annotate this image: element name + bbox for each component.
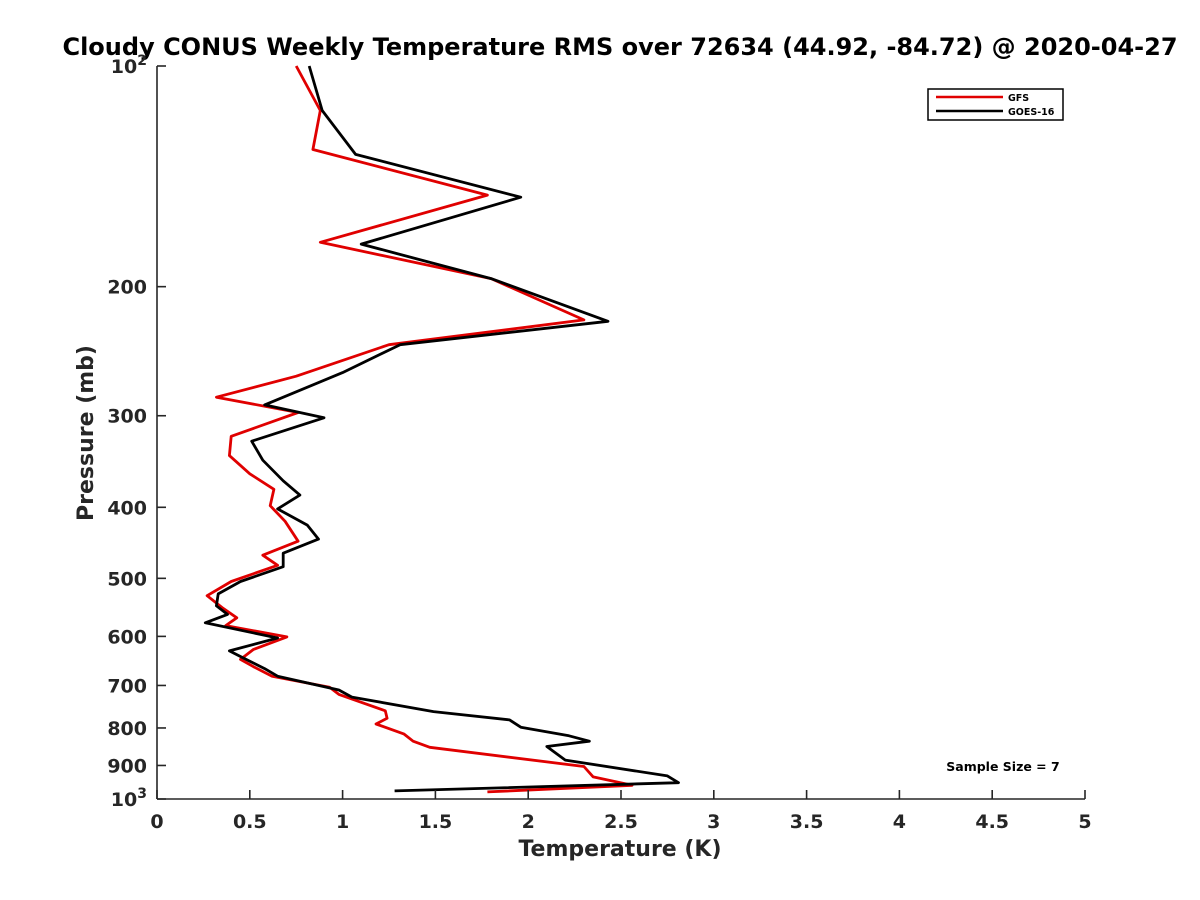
y-tick-label: 300 [107, 406, 147, 428]
sample-size-annotation: Sample Size = 7 [946, 759, 1059, 774]
x-tick-label: 3.5 [790, 811, 824, 833]
x-tick-label: 3 [707, 811, 720, 833]
chart-title: Cloudy CONUS Weekly Temperature RMS over… [62, 33, 1177, 61]
y-tick-label: 400 [107, 497, 147, 519]
y-axis-ticks: 102 200 300 400 500 600 700 800 900 103 [107, 53, 166, 811]
x-axis-label: Temperature (K) [518, 837, 721, 862]
axes [156, 66, 1085, 800]
legend-label-goes16: GOES-16 [1008, 107, 1055, 118]
x-tick-label: 4 [893, 811, 906, 833]
legend: GFS GOES-16 [927, 88, 1064, 121]
legend-label-gfs: GFS [1008, 93, 1029, 104]
legend-box [927, 88, 1064, 121]
series-line-goes16 [203, 65, 680, 793]
y-axis-label: Pressure (mb) [74, 345, 99, 521]
y-tick-label: 200 [107, 277, 147, 299]
x-tick-label: 2.5 [604, 811, 638, 833]
series-line-gfs [205, 65, 634, 794]
x-tick-label: 0 [150, 811, 163, 833]
y-tick-label: 900 [107, 755, 147, 777]
x-tick-label: 0.5 [233, 811, 267, 833]
y-tick-label: 500 [107, 568, 147, 590]
x-axis-ticks: 0 0.5 1 1.5 2 2.5 3 3.5 4 4.5 5 [150, 790, 1092, 833]
series-layer [203, 65, 680, 794]
x-tick-label: 2 [522, 811, 535, 833]
y-tick-label: 700 [107, 675, 147, 697]
y-tick-label: 600 [107, 626, 147, 648]
y-tick-label: 102 [111, 53, 147, 78]
y-tick-label: 800 [107, 718, 147, 740]
y-tick-label: 103 [111, 786, 147, 811]
x-tick-label: 1 [336, 811, 349, 833]
x-tick-label: 1.5 [419, 811, 453, 833]
x-tick-label: 4.5 [975, 811, 1009, 833]
x-tick-label: 5 [1078, 811, 1091, 833]
